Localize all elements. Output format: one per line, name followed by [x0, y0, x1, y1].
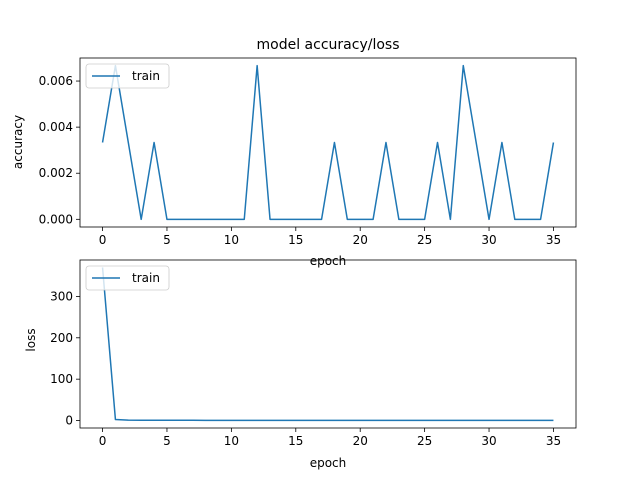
x-tick-label: 0 [99, 434, 107, 448]
y-axis-label: accuracy [11, 115, 25, 169]
y-tick-label: 0.006 [39, 74, 73, 88]
y-tick-label: 300 [50, 289, 73, 303]
x-tick-label: 15 [288, 434, 303, 448]
series-line-train [101, 64, 555, 221]
legend-label: train [132, 271, 160, 285]
x-tick-label: 5 [163, 434, 171, 448]
x-tick-label: 10 [224, 233, 239, 247]
x-tick-label: 10 [224, 434, 239, 448]
x-tick-label: 25 [417, 233, 432, 247]
y-tick-label: 100 [50, 372, 73, 386]
x-tick-label: 15 [288, 233, 303, 247]
x-tick-label: 5 [163, 233, 171, 247]
x-axis-label: epoch [310, 456, 347, 470]
x-axis-label: epoch [310, 254, 347, 268]
y-axis-label: loss [24, 328, 38, 351]
y-tick-label: 0.002 [39, 166, 73, 180]
x-tick-label: 20 [353, 434, 368, 448]
x-tick-label: 30 [481, 233, 496, 247]
legend [85, 63, 170, 89]
x-tick-label: 35 [546, 233, 561, 247]
x-tick-label: 25 [417, 434, 432, 448]
legend [85, 265, 170, 291]
x-tick-label: 0 [99, 233, 107, 247]
x-tick-label: 35 [546, 434, 561, 448]
y-tick-label: 0.004 [39, 120, 73, 134]
plot-frame [79, 57, 577, 228]
plot-frame [79, 259, 577, 429]
chart-title: model accuracy/loss [257, 37, 400, 53]
loss-chart: loss epoch 0 5 10 15 20 25 30 35 0 100 200 300 train [24, 259, 577, 470]
x-tick-label: 20 [353, 233, 368, 247]
series-line-train [101, 267, 554, 422]
x-tick-label: 30 [481, 434, 496, 448]
y-tick-label: 200 [50, 331, 73, 345]
y-tick-label: 0.000 [39, 212, 73, 226]
legend-label: train [132, 69, 160, 83]
accuracy-chart: model accuracy/loss accuracy epoch 0 5 10 1… [11, 37, 577, 268]
y-tick-label: 0 [65, 414, 73, 428]
